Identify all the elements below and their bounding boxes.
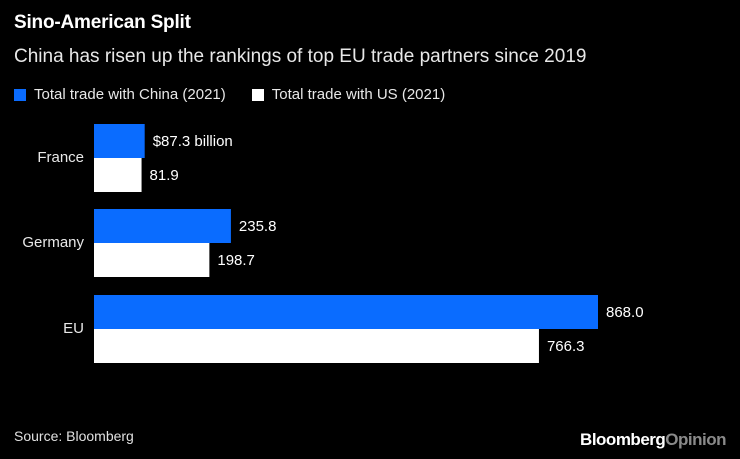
bar-us-eu [94,329,539,363]
bar-us-germany [94,243,210,277]
category-label-germany: Germany [22,234,84,251]
data-label-china-eu: 868.0 [606,304,644,321]
data-label-us-eu: 766.3 [547,338,585,355]
category-label-france: France [37,149,84,166]
brand-opinion: Opinion [665,430,726,449]
data-label-us-germany: 198.7 [217,252,255,269]
data-label-us-france: 81.9 [150,167,179,184]
brand-logo: BloombergOpinion [580,430,726,450]
legend-swatch-china [14,88,26,101]
chart-subtitle: China has risen up the rankings of top E… [14,46,587,67]
legend-item-china: Total trade with China (2021) [14,86,226,103]
chart-title: Sino-American Split [14,12,191,33]
data-label-china-germany: 235.8 [239,218,277,235]
legend-label-us: Total trade with US (2021) [271,86,446,103]
bar-us-france [94,158,142,192]
legend-swatch-us [251,88,264,101]
bar-china-germany [94,209,231,243]
category-label-eu: EU [63,320,84,337]
bar-china-eu [94,295,598,329]
source-note: Source: Bloomberg [14,428,134,444]
legend-item-us: Total trade with US (2021) [251,86,446,103]
legend-label-china: Total trade with China (2021) [34,86,226,103]
bar-china-france [94,124,145,158]
data-label-china-france: $87.3 billion [153,133,233,150]
brand-name: Bloomberg [580,430,666,449]
legend: Total trade with China (2021) Total trad… [14,86,471,103]
